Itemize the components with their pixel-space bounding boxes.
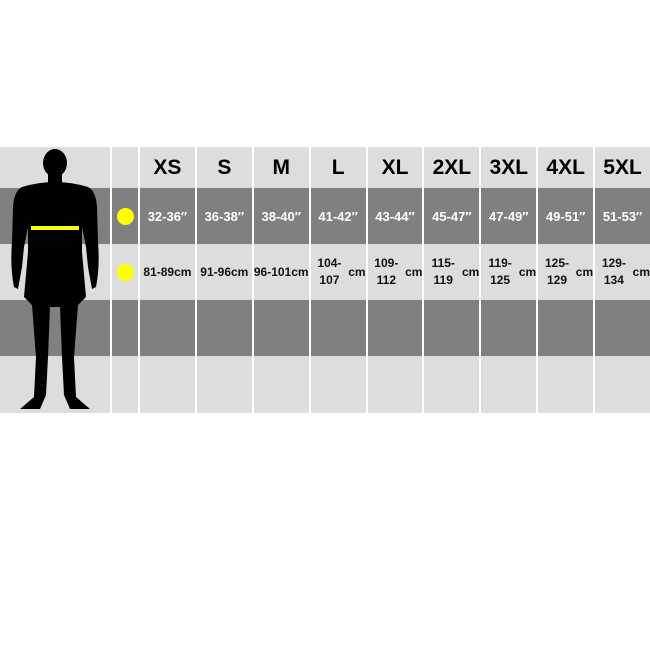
inch-cell: 32-36″ [140,188,195,244]
size-label: S [217,155,232,179]
cm-value: 96-101 [253,264,292,279]
empty-cell [595,356,650,413]
male-silhouette-icon [11,149,99,409]
size-header: 3XL [481,147,537,188]
empty-cell [538,300,594,356]
inch-cell: 36-38″ [196,188,252,244]
cm-cell: 119-125 cm [481,244,537,300]
size-label: L [331,155,345,179]
size-header: 4XL [538,147,594,188]
cm-unit: cm [518,264,537,279]
empty-cell [140,300,195,356]
cm-unit: cm [231,264,249,279]
inch-cell: 38-40″ [253,188,309,244]
figure-cell [0,300,110,356]
size-header: S [196,147,252,188]
inch-value: 51-53″ [602,208,643,224]
size-header: L [310,147,366,188]
marker-cell [112,147,138,188]
size-label: 3XL [489,155,529,179]
empty-cell [367,356,423,413]
empty-cell [424,300,480,356]
size-header: XL [367,147,423,188]
empty-cell [481,300,537,356]
empty-cell [481,356,537,413]
empty-cell [424,356,480,413]
size-header: 5XL [595,147,650,188]
empty-cell [140,356,195,413]
empty-cell [196,356,252,413]
cm-unit: cm [461,264,480,279]
size-label: 2XL [432,155,472,179]
cm-cell: 125-129 cm [538,244,594,300]
cm-cell: 96-101 cm [253,244,309,300]
cm-cell: 109-112 cm [367,244,423,300]
size-label: M [272,155,290,179]
inch-cell: 51-53″ [595,188,650,244]
inch-value: 36-38″ [204,208,245,224]
cm-unit: cm [174,264,192,279]
cm-value: 119-125 [488,256,512,287]
cm-cell: 91-96 cm [196,244,252,300]
cm-value: 81-89 [143,264,175,279]
size-label: 5XL [603,155,642,179]
empty-cell [310,356,366,413]
cm-unit: cm [575,264,594,279]
inch-cell: 49-51″ [538,188,594,244]
cm-cell: 129-134 cm [595,244,650,300]
inch-cell: 45-47″ [424,188,480,244]
empty-cell [310,300,366,356]
inch-cell: 43-44″ [367,188,423,244]
marker-cell [112,300,138,356]
empty-cell [595,300,650,356]
inch-value: 32-36″ [147,208,188,224]
empty-cell [253,300,309,356]
cm-value: 125-129 [544,256,569,287]
empty-cell [538,356,594,413]
cm-value: 109-112 [374,256,399,287]
yellow-dot-icon [116,263,134,281]
cm-cell: 115-119 cm [424,244,480,300]
empty-cell [253,356,309,413]
inch-value: 45-47″ [432,208,472,224]
empty-cell [196,300,252,356]
marker-cell [112,356,138,413]
size-label: XS [153,155,182,179]
empty-cell [367,300,423,356]
yellow-dot-icon [116,207,134,225]
cm-cell: 104-107 cm [310,244,366,300]
size-header: M [253,147,309,188]
size-header: XS [140,147,195,188]
size-header: 2XL [424,147,480,188]
cm-value: 91-96 [200,264,231,279]
figure-cell [0,356,110,413]
inch-value: 49-51″ [545,208,586,224]
inch-value: 47-49″ [489,208,529,224]
inch-cell: 41-42″ [310,188,366,244]
cm-unit: cm [632,264,650,279]
cm-value: 115-119 [431,256,455,287]
marker-cell [112,244,138,300]
chest-line [31,226,79,230]
cm-value: 104-107 [317,256,342,287]
inch-value: 43-44″ [375,208,415,224]
cm-cell: 81-89 cm [140,244,195,300]
marker-cell [112,188,138,244]
cm-unit: cm [291,264,309,279]
size-chart-table: XS S M L XL 2XL 3XL 4XL 5XL 32-36″ 36-38″ 38-40″ 41-… [0,147,650,415]
cm-value: 129-134 [601,256,626,287]
inch-cell: 47-49″ [481,188,537,244]
size-label: XL [381,155,409,179]
cm-unit: cm [405,264,423,279]
cm-unit: cm [348,264,366,279]
inch-value: 41-42″ [318,208,358,224]
size-label: 4XL [546,155,585,179]
inch-value: 38-40″ [261,208,301,224]
